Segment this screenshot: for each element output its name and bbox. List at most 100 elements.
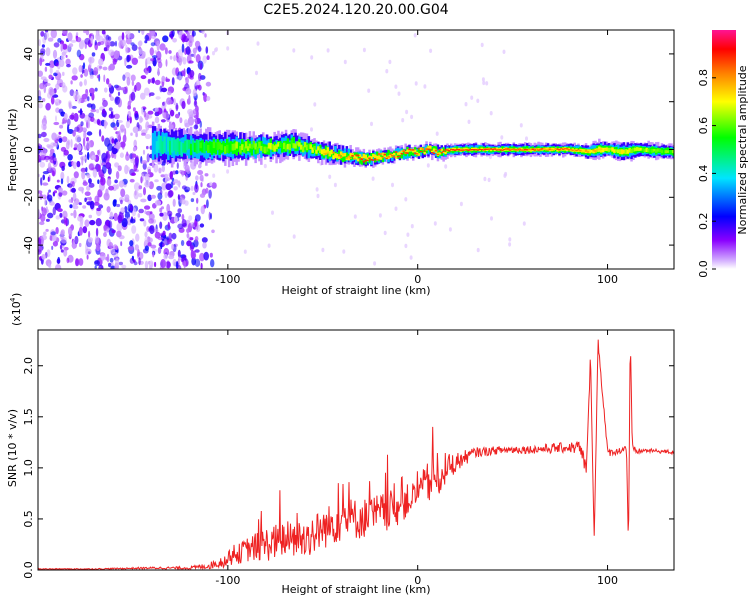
spectrogram-noise-cell: [414, 81, 418, 86]
spectrogram-noise-cell: [202, 55, 207, 64]
spectrogram-ridge-cell: [326, 147, 330, 153]
spectrogram-noise-cell: [206, 199, 209, 209]
spectrogram-noise-cell: [185, 173, 188, 181]
snr-x-tick-label: 0: [414, 574, 421, 587]
spectrogram-noise-cell: [67, 154, 73, 161]
spectrogram-noise-cell: [162, 211, 168, 221]
spectrogram-ridge-cell: [543, 148, 546, 150]
spectrogram-ridge-cell: [425, 148, 428, 150]
spectrogram-ridge-cell: [351, 155, 354, 157]
spectrogram-noise-cell: [124, 86, 128, 94]
spectrogram-ridge-cell: [191, 140, 195, 151]
spectrogram-noise-cell: [67, 124, 70, 133]
spectrogram-noise-cell: [188, 60, 194, 64]
spectrogram-noise-cell: [74, 235, 79, 245]
spectrogram-noise-cell: [69, 89, 75, 97]
spectrogram-noise-cell: [84, 197, 87, 203]
spectrogram-noise-cell: [113, 212, 118, 222]
spectrogram-ridge-cell: [554, 148, 557, 150]
spectrogram-noise-cell: [78, 65, 83, 73]
spectrogram-noise-cell: [144, 205, 151, 210]
spectrogram-noise-cell: [40, 31, 45, 37]
spectrogram-noise-cell: [205, 46, 209, 54]
spectrogram-noise-cell: [65, 140, 70, 150]
spectrogram-noise-cell: [109, 211, 114, 220]
spectrogram-noise-cell: [171, 30, 175, 37]
spectrogram-noise-cell: [188, 38, 193, 42]
spectrogram-noise-cell: [522, 221, 526, 226]
spectrogram-ridge-cell: [448, 148, 451, 152]
spectrogram-noise-cell: [201, 30, 205, 35]
spectrogram-noise-cell: [108, 93, 112, 98]
spectrogram-ridge-cell: [476, 149, 480, 151]
spectrogram-noise-cell: [49, 67, 53, 74]
spectrogram-ridge-cell: [252, 140, 255, 148]
spectrogram-ridge-cell: [408, 148, 411, 151]
spectrogram-noise-cell: [167, 210, 173, 217]
spectrogram-noise-cell: [115, 257, 120, 267]
spectrogram-ridge-cell: [372, 159, 375, 161]
spectrogram-noise-cell: [328, 174, 332, 179]
spectrogram-noise-cell: [173, 186, 178, 191]
spectrogram-noise-cell: [154, 79, 161, 86]
spectrogram-noise-cell: [186, 240, 192, 247]
spectrogram-noise-cell: [70, 39, 77, 43]
spectrogram-noise-cell: [124, 194, 130, 201]
spectrogram-ridge-cell: [275, 144, 278, 150]
spectrogram-noise-cell: [481, 77, 485, 82]
spectrogram-ridge-cell: [617, 149, 620, 154]
spectrogram-noise-cell: [115, 184, 119, 190]
spectrogram-ridge-cell: [358, 156, 362, 164]
spectrogram-noise-cell: [161, 75, 166, 82]
spectrogram-ridge-cell: [375, 151, 379, 158]
spectrogram-noise-cell: [482, 80, 486, 86]
spectrogram-ridge-cell: [457, 149, 461, 151]
spectrogram-noise-cell: [55, 227, 59, 235]
spectrogram-noise-cell: [525, 136, 528, 141]
spectrogram-noise-cell: [50, 231, 56, 236]
spectrogram-noise-cell: [205, 187, 209, 194]
spectrogram-noise-cell: [39, 161, 46, 168]
spectrogram-ridge-cell: [611, 147, 614, 152]
spectrogram-noise-cell: [383, 230, 387, 236]
snr-series-line: [38, 339, 674, 570]
spectrogram-noise-cell: [38, 237, 42, 247]
spectrogram-ridge-cell: [324, 150, 328, 155]
spectrogram-noise-cell: [94, 235, 100, 244]
spectrogram-noise-cell: [126, 76, 131, 86]
spectrogram-noise-cell: [76, 160, 81, 168]
spectrogram-ridge-cell: [237, 142, 240, 153]
spectrogram-ridge-cell: [592, 149, 595, 154]
spectrogram-ridge-cell: [328, 151, 331, 155]
spectrogram-noise-cell: [165, 59, 168, 67]
spectrogram-noise-cell: [66, 63, 71, 68]
spectrogram-noise-cell: [194, 214, 201, 222]
spectrogram-noise-cell: [98, 65, 103, 69]
spectrogram-ridge-cell: [157, 135, 161, 150]
snr-x-ticks: -100 0 100: [215, 330, 618, 587]
spectrogram-noise-cell: [199, 252, 205, 262]
spectrogram-noise-cell: [426, 163, 430, 168]
spectrogram-ridge-cell: [461, 149, 464, 151]
spectrogram-ridge-cell: [224, 146, 227, 154]
spectrogram-ridge-cell: [394, 151, 398, 157]
spectrogram-noise-cell: [163, 112, 170, 120]
spectrogram-noise-cell: [83, 79, 87, 86]
spectrogram-noise-cell: [38, 190, 43, 194]
spectrogram-ridge-cell: [668, 148, 671, 155]
spectrogram-noise-cell: [167, 91, 172, 96]
spectrogram-noise-cell: [140, 92, 146, 100]
spectrogram-noise-cell: [108, 242, 114, 249]
spectrogram-noise-cell: [38, 153, 41, 163]
spectrogram-noise-cell: [133, 190, 139, 200]
spectrogram-y-tick-label: 0: [22, 146, 35, 153]
spectrogram-noise-cell: [163, 253, 168, 260]
spectrogram-ridge-cell: [258, 141, 261, 149]
spectrogram-ridge-cell: [265, 147, 269, 152]
spectrogram-ridge-cell: [375, 159, 379, 161]
spectrogram-noise-cell: [485, 81, 489, 86]
spectrogram-noise-cell: [130, 74, 136, 82]
spectrogram-ridge-cell: [250, 144, 254, 156]
spectrogram-ridge-cell: [328, 154, 331, 157]
spectrogram-noise-cell: [47, 212, 54, 219]
